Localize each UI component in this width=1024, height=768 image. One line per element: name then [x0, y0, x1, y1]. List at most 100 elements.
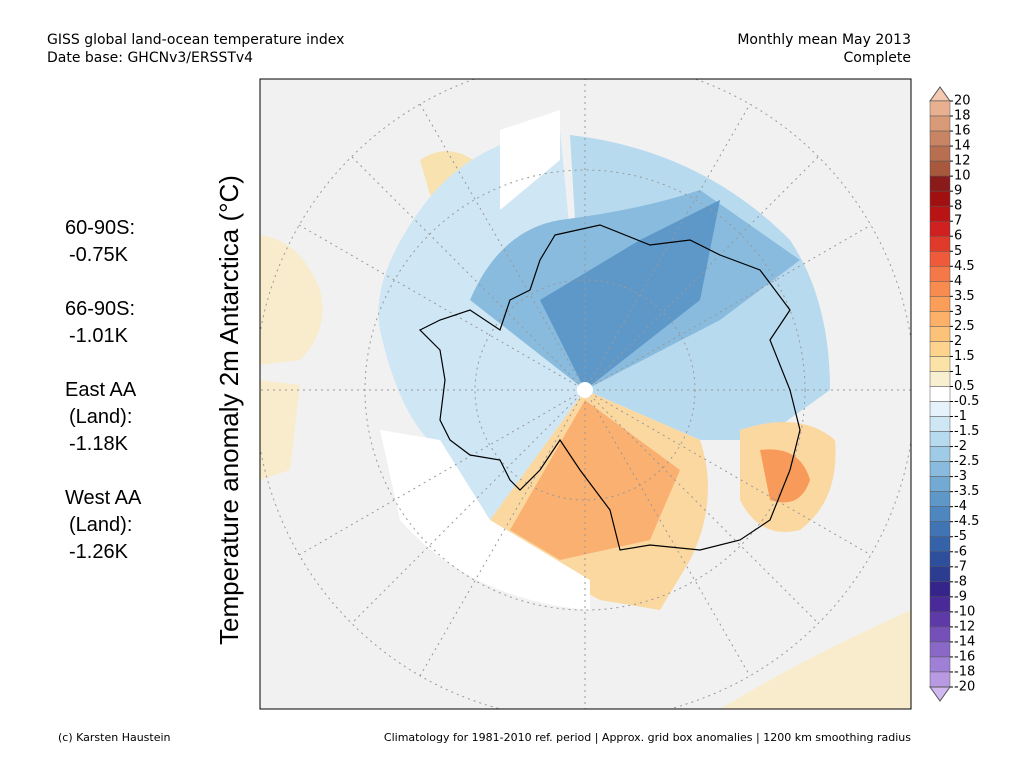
colorbar-swatch	[929, 205, 951, 222]
stat-line: (Land):	[69, 406, 132, 428]
ocean-anomaly	[260, 380, 300, 480]
colorbar-label: -16	[954, 649, 975, 664]
colorbar-label: -14	[954, 634, 975, 649]
stat-line: West AA	[65, 487, 142, 509]
colorbar-label: -20	[954, 680, 975, 695]
colorbar-swatch	[929, 551, 951, 568]
colorbar-label: -3	[954, 469, 967, 484]
stat-line: -1.01K	[69, 325, 129, 347]
stat-line: -1.18K	[69, 433, 129, 455]
ocean-anomaly	[720, 610, 911, 709]
colorbar-swatch	[929, 431, 951, 447]
stats: 60-90S: -0.75K 66-90S: -1.01K East AA (Land):…	[65, 217, 142, 563]
colorbar-swatch	[929, 371, 951, 387]
colorbar-label: -8	[954, 574, 967, 589]
colorbar-label: 12	[954, 154, 971, 169]
colorbar-end	[929, 686, 951, 702]
colorbar-swatch	[929, 401, 951, 417]
colorbar-swatch	[929, 311, 951, 327]
colorbar-swatch	[929, 671, 951, 688]
colorbar-swatch	[929, 356, 951, 372]
colorbar-label: 16	[954, 124, 971, 139]
header-left-1: GISS global land-ocean temperature index	[47, 32, 344, 48]
colorbar-label: 1.5	[954, 349, 975, 364]
colorbar-swatch	[929, 266, 951, 282]
colorbar-label: -4.5	[954, 514, 979, 529]
map	[259, 78, 912, 710]
colorbar-swatch	[929, 160, 951, 177]
colorbar-swatch	[929, 521, 951, 537]
header-left-2: Date base: GHCNv3/ERSSTv4	[47, 50, 253, 66]
colorbar-label: 5	[954, 244, 962, 259]
no-data	[500, 110, 560, 210]
colorbar-swatch	[929, 416, 951, 432]
colorbar-swatch	[929, 641, 951, 658]
colorbar-label: -1.5	[954, 424, 979, 439]
colorbar-label: -0.5	[954, 394, 979, 409]
stat-line: 60-90S:	[65, 217, 135, 239]
stat-line: (Land):	[69, 514, 132, 536]
colorbar-swatch	[929, 190, 951, 207]
colorbar-swatch	[929, 626, 951, 643]
colorbar-label: -12	[954, 619, 975, 634]
colorbar-label: -3.5	[954, 484, 979, 499]
colorbar-swatch	[929, 281, 951, 297]
colorbar-label: 14	[954, 139, 971, 154]
colorbar-swatch	[929, 566, 951, 583]
colorbar-label: 7	[954, 214, 962, 229]
colorbar-swatch	[929, 235, 951, 252]
west-anomaly	[378, 130, 585, 520]
footer-left: (c) Karsten Haustein	[58, 731, 171, 744]
colorbar-label: 2.5	[954, 319, 975, 334]
stat-line: 66-90S:	[65, 298, 135, 320]
colorbar-label: -9	[954, 589, 967, 604]
pole	[577, 382, 593, 398]
stat-line: -0.75K	[69, 244, 129, 266]
colorbar-end	[929, 86, 951, 102]
colorbar-label: -7	[954, 559, 967, 574]
colorbar-label: 4.5	[954, 259, 975, 274]
colorbar-swatch	[929, 446, 951, 462]
colorbar-swatch	[929, 100, 951, 117]
peninsula-anomaly	[510, 400, 680, 560]
footer-right: Climatology for 1981-2010 ref. period | …	[384, 731, 911, 744]
colorbar-label: 3	[954, 304, 962, 319]
no-data	[380, 430, 590, 610]
colorbar-swatch	[929, 611, 951, 628]
colorbar-swatch	[929, 596, 951, 613]
colorbar-swatch	[929, 296, 951, 312]
colorbar-swatch	[929, 115, 951, 132]
colorbar-swatch	[929, 130, 951, 147]
colorbar-swatch	[929, 461, 951, 477]
colorbar-swatch	[929, 251, 951, 267]
south-america-anomaly	[260, 235, 323, 365]
colorbar-swatch	[929, 386, 951, 402]
antarctica-coastline	[418, 224, 801, 551]
colorbar-swatch	[929, 476, 951, 492]
colorbar-swatch	[929, 341, 951, 357]
colorbar-label: 6	[954, 229, 962, 244]
colorbar-label: 0.5	[954, 379, 975, 394]
colorbar-label: 20	[954, 94, 971, 109]
colorbar-swatch	[929, 220, 951, 237]
colorbar-label: -4	[954, 499, 967, 514]
colorbar-label: 2	[954, 334, 962, 349]
colorbar-label: 3.5	[954, 289, 975, 304]
colorbar-label: -5	[954, 529, 967, 544]
header-right-2: Complete	[844, 50, 911, 66]
colorbar-label: 9	[954, 184, 962, 199]
colorbar-label: 8	[954, 199, 962, 214]
colorbar-label: -1	[954, 409, 967, 424]
colorbar-swatch	[929, 175, 951, 192]
ocean-anomaly	[760, 449, 810, 503]
colorbar-label: -2	[954, 439, 967, 454]
colorbar-label: 10	[954, 169, 971, 184]
colorbar-swatch	[929, 581, 951, 598]
header-right-1: Monthly mean May 2013	[737, 32, 911, 48]
colorbar-label: 1	[954, 364, 962, 379]
colorbar-label: -6	[954, 544, 967, 559]
colorbar-swatch	[929, 536, 951, 553]
colorbar-swatch	[929, 656, 951, 673]
colorbar-swatch	[929, 491, 951, 507]
